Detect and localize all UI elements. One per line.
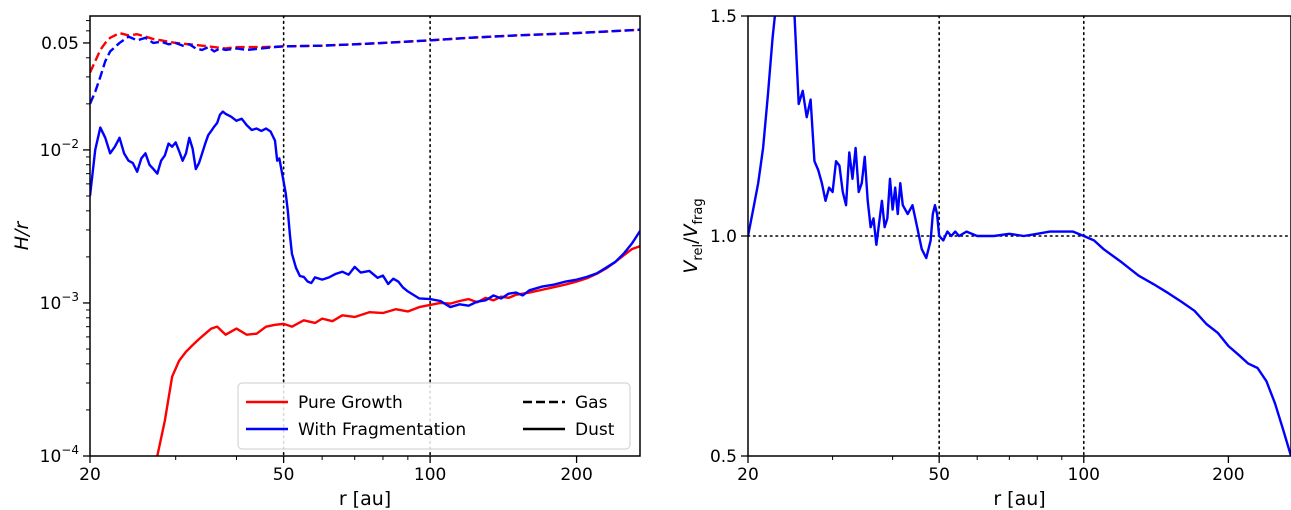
tick-exponent: −3	[61, 290, 79, 304]
left-axes-frame	[89, 15, 641, 457]
left-x-tick-label: 100	[414, 465, 446, 485]
left-y-tick-label: 10−2	[40, 137, 79, 161]
right-y-axis-label: Vrel/Vfrag	[680, 198, 706, 273]
left-series-2-dust	[156, 245, 640, 456]
left-x-tick-label: 20	[79, 465, 101, 485]
legend-label: Gas	[575, 393, 608, 413]
right-y-tick-label: 1.0	[710, 227, 737, 247]
label-part-ylabel_sub_num: rel	[691, 244, 706, 261]
legend-label: With Fragmentation	[298, 420, 466, 440]
label-part-ylabel_sub_den: frag	[691, 198, 706, 224]
legend-label: Pure Growth	[298, 393, 403, 413]
tick-base: 10	[40, 447, 62, 467]
label-part-ylabel_main: V	[680, 259, 702, 274]
left-y-axis-label: H/r	[11, 221, 33, 251]
left-series-1-gas	[90, 28, 640, 105]
left-x-tick-label: 200	[560, 465, 592, 485]
right-y-tick-label: 0.5	[710, 447, 737, 467]
left-y-tick-label: 10−3	[40, 290, 79, 314]
legend-label: Dust	[575, 420, 615, 440]
right-x-tick-label: 100	[1068, 465, 1100, 485]
legend: Pure Growth With Fragmentation Gas Dust	[237, 382, 631, 450]
right-x-tick-label: 200	[1212, 465, 1244, 485]
left-x-axis-label: r [au]	[339, 488, 391, 510]
right-x-tick-label: 50	[928, 465, 950, 485]
left-y-tick-label: 0.05	[41, 34, 79, 54]
label-part-ylabel_main: V	[680, 223, 702, 238]
left-series-0-gas	[90, 28, 640, 74]
tick-exponent: −2	[61, 137, 79, 151]
right-y-tick-label: 1.5	[710, 7, 737, 27]
right-x-axis-label: r [au]	[993, 488, 1045, 510]
legend-box	[237, 382, 631, 450]
right-series-0-dust	[748, 16, 1291, 456]
label-part-ylabel_sep: /	[680, 237, 702, 244]
tick-base: 10	[40, 141, 62, 161]
tick-base: 10	[40, 294, 62, 314]
left-x-tick-label: 50	[273, 465, 295, 485]
right-axes-frame	[747, 15, 1291, 457]
tick-exponent: −4	[61, 443, 79, 457]
right-x-tick-label: 20	[737, 465, 759, 485]
left-series-3-dust	[90, 110, 640, 309]
left-y-tick-label: 10−4	[40, 443, 79, 467]
